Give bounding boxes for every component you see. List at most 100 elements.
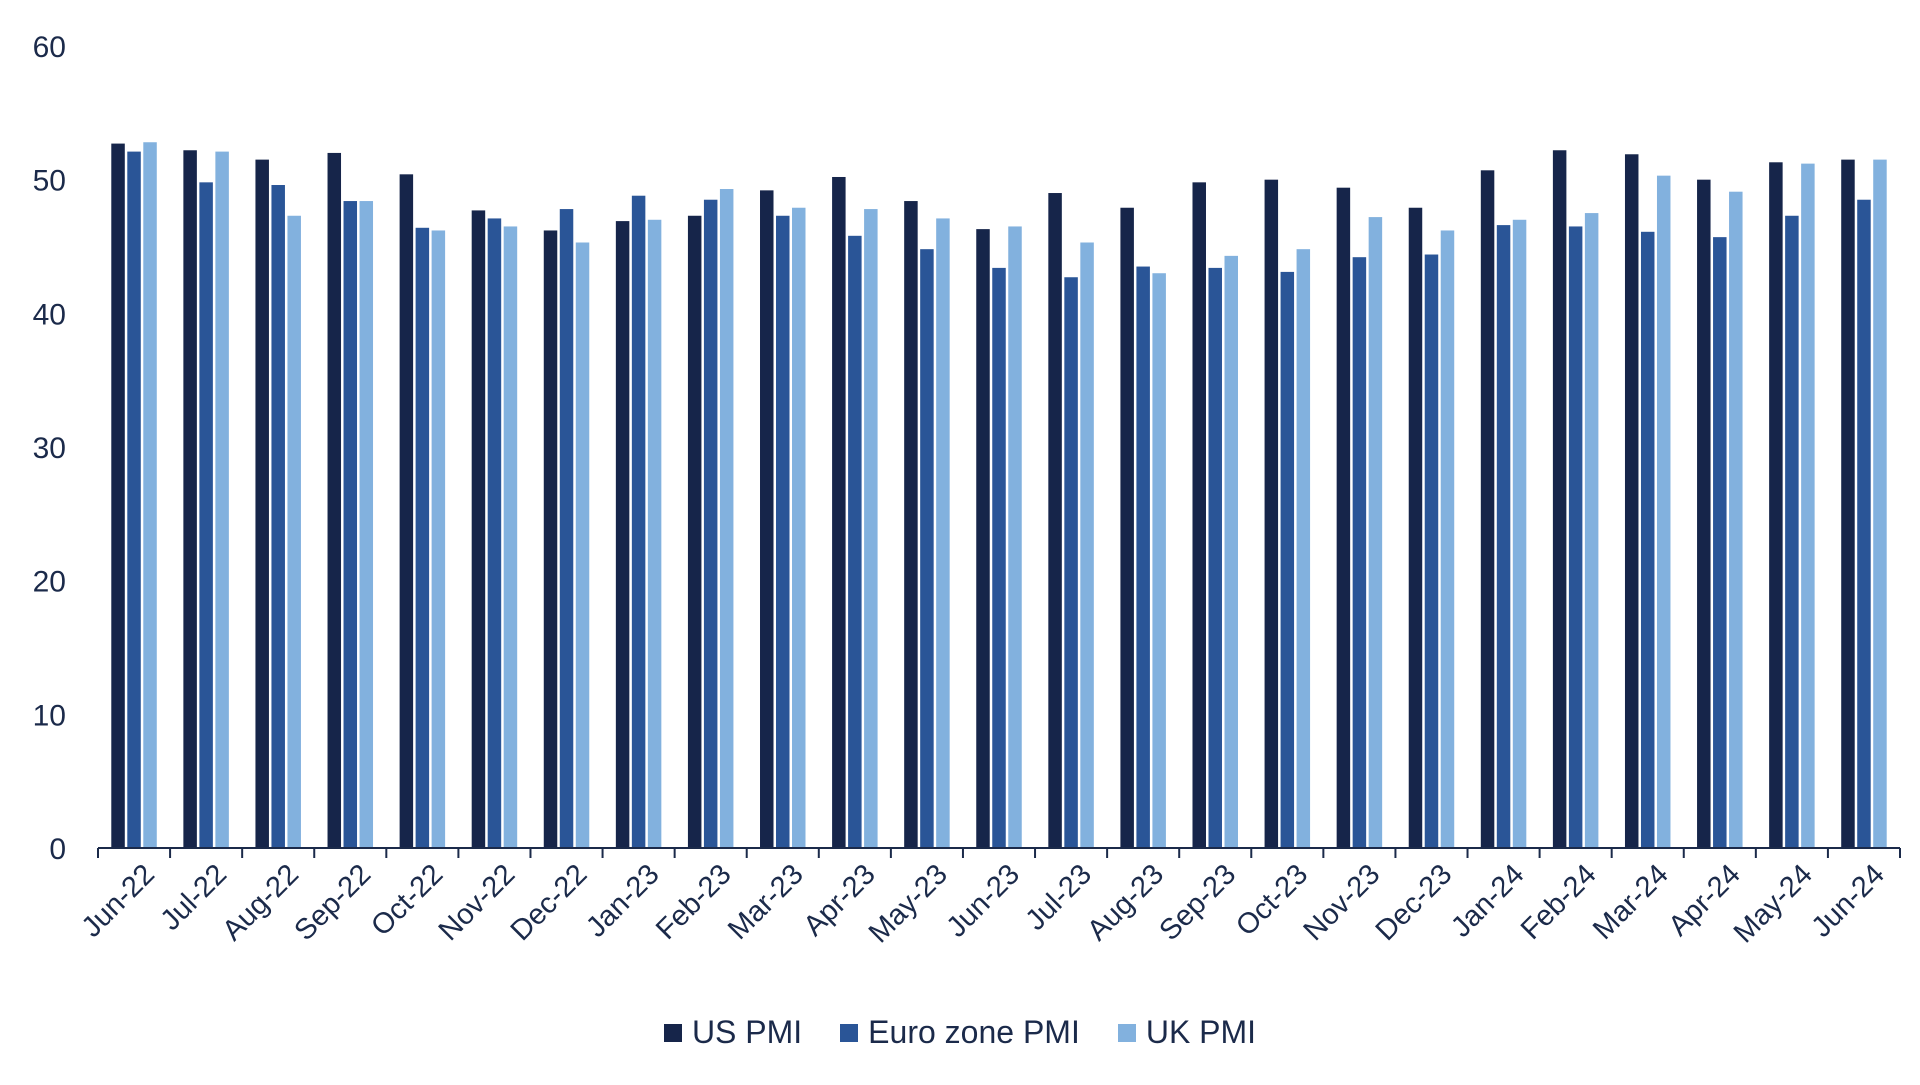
bar — [1496, 225, 1511, 849]
legend-item-us: US PMI — [663, 1014, 803, 1051]
bar — [1424, 254, 1439, 848]
bar — [904, 201, 918, 849]
x-tick-label: Nov-22 — [433, 858, 522, 947]
x-tick-label: Sep-22 — [288, 858, 377, 947]
x-axis-ticks — [97, 848, 1901, 858]
bar — [271, 185, 285, 848]
bar — [183, 150, 197, 848]
legend-item-uk: UK PMI — [1117, 1014, 1257, 1051]
bar — [631, 195, 646, 848]
y-axis-ticks: 0 10 20 30 40 50 60 — [33, 31, 66, 866]
legend-label-eurozone: Euro zone PMI — [868, 1014, 1080, 1050]
bar — [215, 151, 229, 849]
y-tick-label: 60 — [33, 31, 66, 64]
y-tick-label: 50 — [33, 165, 66, 198]
x-tick-label: Jun-23 — [941, 858, 1026, 943]
bar — [976, 229, 990, 848]
x-tick-label: May-24 — [1728, 858, 1819, 949]
bar — [1624, 154, 1639, 848]
bar — [471, 210, 486, 848]
bar — [487, 218, 502, 848]
x-tick-label: Sep-23 — [1153, 858, 1242, 947]
x-tick-label: Mar-24 — [1587, 858, 1675, 946]
bar — [287, 215, 301, 848]
bars — [111, 142, 1887, 849]
bar — [1512, 219, 1527, 848]
x-tick-label: Mar-23 — [722, 858, 810, 946]
bar — [1656, 175, 1671, 848]
bar — [127, 151, 141, 849]
bar — [1729, 191, 1743, 848]
x-tick-label: Jun-24 — [1806, 858, 1891, 943]
bar — [719, 189, 734, 848]
bar — [1008, 226, 1022, 848]
x-tick-label: Dec-22 — [505, 858, 594, 947]
legend-item-eurozone: Euro zone PMI — [840, 1014, 1080, 1051]
bar — [543, 230, 558, 848]
bar — [920, 249, 934, 849]
bar — [1408, 207, 1423, 849]
bar — [1713, 237, 1727, 848]
bar — [1080, 242, 1094, 849]
x-tick-label: Dec-23 — [1370, 858, 1459, 947]
bar — [1480, 170, 1495, 848]
bar — [936, 218, 950, 848]
legend: US PMI Euro zone PMI UK PMI — [0, 1014, 1920, 1051]
y-tick-label: 0 — [49, 833, 66, 866]
bar — [792, 207, 806, 849]
legend-swatch-eurozone — [840, 1023, 859, 1042]
bar — [1568, 226, 1583, 848]
bar — [359, 201, 374, 849]
x-tick-label: Jan-23 — [580, 858, 665, 943]
bar — [559, 209, 574, 848]
bar — [1192, 182, 1206, 849]
x-tick-label: Aug-23 — [1081, 858, 1170, 947]
bar — [111, 143, 125, 848]
bar — [1368, 217, 1383, 849]
bar — [776, 215, 790, 848]
bar — [1352, 257, 1367, 848]
bar — [1208, 267, 1222, 848]
bar — [399, 174, 414, 848]
bar — [1697, 179, 1711, 849]
bar — [1584, 213, 1599, 848]
x-tick-label: Nov-23 — [1298, 858, 1387, 947]
y-tick-label: 20 — [33, 566, 66, 599]
bar — [1873, 159, 1887, 848]
bar — [1280, 271, 1295, 848]
legend-label-us: US PMI — [691, 1014, 803, 1050]
bar — [1640, 231, 1655, 849]
y-tick-label: 30 — [33, 432, 66, 465]
bar — [1152, 273, 1166, 849]
bar — [703, 199, 718, 849]
y-tick-label: 10 — [33, 699, 66, 732]
bar — [687, 215, 702, 848]
bar — [760, 190, 774, 849]
bar — [1224, 255, 1238, 849]
bar — [343, 201, 358, 849]
bar — [503, 226, 518, 848]
bar — [1136, 266, 1150, 848]
x-tick-label: May-23 — [863, 858, 954, 949]
bar — [1336, 187, 1351, 848]
bar — [864, 209, 878, 848]
bar — [848, 235, 862, 848]
bar — [415, 227, 430, 849]
bar — [255, 159, 269, 848]
legend-swatch-us — [663, 1023, 682, 1042]
x-tick-label: Aug-22 — [216, 858, 305, 947]
bar — [615, 221, 630, 849]
bar — [1801, 163, 1815, 848]
bar — [1769, 162, 1783, 849]
legend-label-uk: UK PMI — [1145, 1014, 1257, 1050]
x-axis-labels: Jun-22Jul-22Aug-22Sep-22Oct-22Nov-22Dec-… — [76, 858, 1891, 949]
bar — [575, 242, 590, 849]
bar — [1785, 215, 1799, 848]
bar — [1064, 277, 1078, 848]
bar — [992, 267, 1006, 848]
bar — [1440, 230, 1455, 848]
x-tick-label: Jan-24 — [1445, 858, 1530, 943]
bar — [1841, 159, 1855, 848]
bar — [1296, 249, 1311, 849]
x-tick-label: Feb-23 — [650, 858, 738, 946]
